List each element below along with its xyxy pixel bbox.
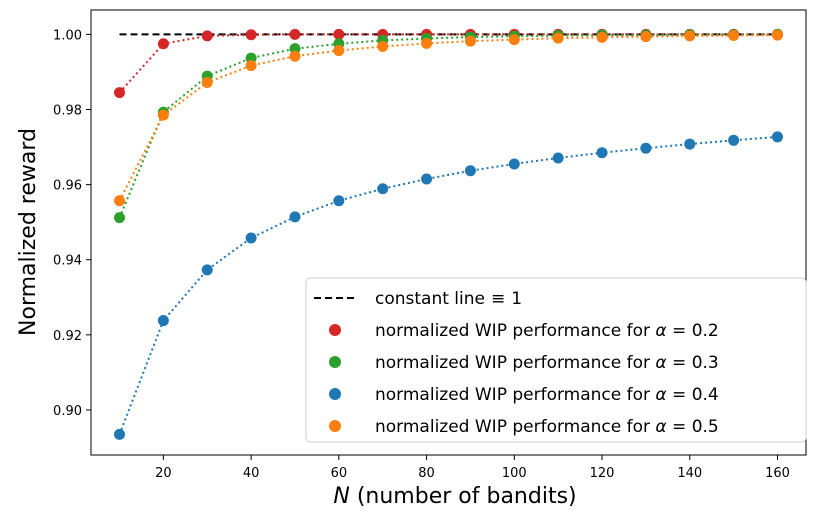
data-point-alpha-0.4 [464, 165, 476, 177]
x-tick-label: 20 [155, 466, 172, 481]
legend-box [305, 277, 807, 443]
y-axis-title: Normalized reward [16, 128, 41, 336]
ticks-layer: 20 40 60 80 100 120 140 160 0.90 0.92 0.94 0.96 0.98… [53, 28, 790, 481]
data-point-alpha-0.2 [333, 28, 345, 40]
data-point-alpha-0.4 [333, 195, 345, 207]
legend-alpha-value: 0.4 [692, 385, 719, 405]
x-tick-label: 160 [765, 466, 790, 481]
legend-marker-alpha-0.3 [329, 356, 341, 368]
legend-alpha-value: 0.5 [692, 417, 719, 437]
legend: constant line ≡ 1 normalized WIP performan… [305, 277, 807, 443]
data-point-alpha-0.4 [201, 264, 213, 276]
y-tick-label: 0.94 [53, 254, 82, 269]
x-tick-label: 80 [418, 466, 435, 481]
legend-equals: = [667, 417, 692, 437]
x-axis-title-rest: (number of bandits) [350, 484, 577, 509]
data-point-alpha-0.4 [421, 173, 433, 185]
data-point-alpha-0.5 [508, 34, 520, 46]
legend-equals: = [667, 385, 692, 405]
data-point-alpha-0.5 [771, 29, 783, 41]
x-tick-label: 140 [677, 466, 702, 481]
data-layer [114, 28, 783, 440]
x-axis-title: N (number of bandits) [333, 484, 576, 509]
plot-frame [90, 9, 807, 456]
legend-series-name: normalized WIP performance for [375, 417, 655, 437]
data-point-alpha-0.5 [377, 40, 389, 52]
data-point-alpha-0.2 [201, 30, 213, 42]
data-point-alpha-0.2 [114, 87, 126, 99]
legend-series-name: normalized WIP performance for [375, 385, 655, 405]
data-point-alpha-0.2 [245, 29, 257, 41]
y-tick-label: 0.98 [53, 104, 82, 119]
x-tick-label: 60 [331, 466, 348, 481]
x-tick-label: 120 [590, 466, 615, 481]
data-point-alpha-0.5 [245, 60, 257, 72]
data-point-alpha-0.5 [464, 35, 476, 47]
data-point-alpha-0.5 [596, 31, 608, 43]
data-point-alpha-0.5 [289, 50, 301, 62]
legend-label-alpha-0.2: normalized WIP performance for α = 0.2 [375, 321, 719, 341]
data-point-alpha-0.4 [245, 232, 257, 244]
legend-alpha-symbol: α [655, 353, 666, 373]
legend-alpha-symbol: α [655, 385, 666, 405]
y-tick-label: 1.00 [53, 28, 82, 43]
legend-constant-value: 1 [511, 289, 522, 309]
legend-alpha-symbol: α [655, 321, 666, 341]
legend-constant-name: constant line [375, 289, 485, 309]
data-point-alpha-0.4 [377, 183, 389, 195]
data-point-alpha-0.5 [421, 37, 433, 49]
data-point-alpha-0.4 [596, 147, 608, 159]
x-tick-label: 40 [243, 466, 260, 481]
data-point-alpha-0.4 [640, 142, 652, 154]
legend-series-name: normalized WIP performance for [375, 353, 655, 373]
legend-marker-alpha-0.5 [329, 420, 341, 432]
data-point-alpha-0.5 [114, 195, 126, 207]
data-point-alpha-0.4 [552, 152, 564, 164]
data-point-alpha-0.3 [114, 212, 126, 224]
legend-equals: = [667, 321, 692, 341]
series-line-alpha-0.4 [118, 135, 778, 435]
data-point-alpha-0.5 [552, 32, 564, 44]
legend-label-alpha-0.3: normalized WIP performance for α = 0.3 [375, 353, 719, 373]
data-point-alpha-0.5 [684, 30, 696, 42]
data-point-alpha-0.4 [728, 134, 740, 146]
series-line-alpha-0.5 [118, 34, 778, 202]
legend-marker-alpha-0.2 [329, 324, 341, 336]
legend-label-alpha-0.5: normalized WIP performance for α = 0.5 [375, 417, 719, 437]
legend-constant-symbol: ≡ [491, 289, 505, 309]
legend-label-alpha-0.4: normalized WIP performance for α = 0.4 [375, 385, 719, 405]
y-tick-label: 0.92 [53, 329, 82, 344]
data-point-alpha-0.5 [157, 109, 169, 121]
data-point-alpha-0.5 [728, 30, 740, 42]
data-point-alpha-0.4 [771, 131, 783, 143]
y-tick-label: 0.96 [53, 179, 82, 194]
data-point-alpha-0.4 [508, 158, 520, 170]
data-point-alpha-0.5 [333, 45, 345, 57]
legend-equals: = [667, 353, 692, 373]
data-point-alpha-0.4 [157, 315, 169, 327]
legend-alpha-value: 0.3 [692, 353, 719, 373]
data-point-alpha-0.4 [684, 138, 696, 150]
legend-marker-alpha-0.4 [329, 388, 341, 400]
data-point-alpha-0.4 [114, 428, 126, 440]
x-axis-title-var: N [333, 484, 349, 509]
y-tick-label: 0.90 [53, 404, 82, 419]
legend-label-constant: constant line ≡ 1 [375, 289, 522, 309]
data-point-alpha-0.2 [289, 28, 301, 40]
series-line-alpha-0.3 [118, 33, 778, 219]
legend-alpha-symbol: α [655, 417, 666, 437]
data-point-alpha-0.5 [640, 31, 652, 43]
data-point-alpha-0.4 [289, 211, 301, 223]
legend-series-name: normalized WIP performance for [375, 321, 655, 341]
x-tick-label: 100 [502, 466, 527, 481]
data-point-alpha-0.5 [201, 76, 213, 88]
data-point-alpha-0.2 [157, 38, 169, 50]
legend-alpha-value: 0.2 [692, 321, 719, 341]
